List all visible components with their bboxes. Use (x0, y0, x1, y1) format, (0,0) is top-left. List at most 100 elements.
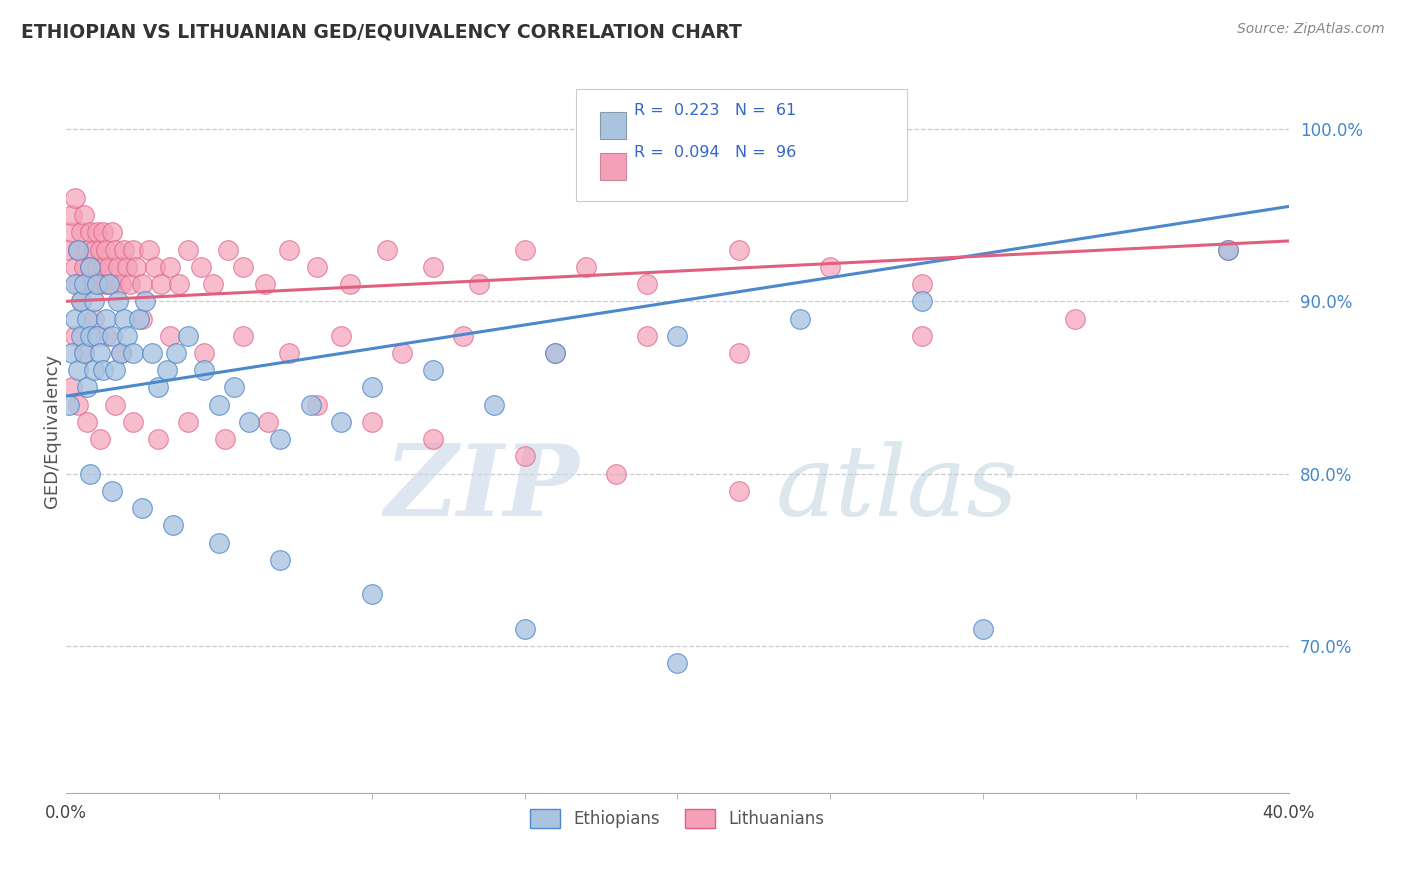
Point (112, 243, 135, 257)
Point (91, 363, 114, 377)
Point (91, 260, 114, 274)
Point (110, 346, 132, 360)
Point (122, 243, 145, 257)
Point (278, 346, 301, 360)
Point (156, 363, 179, 377)
Point (134, 294, 156, 309)
Point (167, 277, 190, 291)
Point (1216, 243, 1239, 257)
Point (727, 243, 749, 257)
Point (666, 328, 689, 343)
Point (375, 243, 398, 257)
Point (73, 277, 96, 291)
Point (115, 260, 138, 274)
Point (513, 450, 536, 464)
Point (256, 415, 278, 429)
Point (131, 311, 153, 326)
Point (177, 415, 200, 429)
Point (305, 260, 328, 274)
Point (89, 243, 111, 257)
Point (278, 243, 301, 257)
Point (67, 398, 90, 412)
Point (1216, 243, 1239, 257)
Point (104, 398, 127, 412)
Point (101, 328, 124, 343)
Point (70, 294, 93, 309)
Text: R =  0.094   N =  96: R = 0.094 N = 96 (634, 145, 796, 160)
Point (115, 328, 138, 343)
Point (149, 277, 172, 291)
Point (422, 432, 444, 446)
Point (73, 208, 96, 222)
Point (177, 328, 200, 343)
Point (238, 415, 260, 429)
Point (193, 346, 215, 360)
Point (131, 277, 153, 291)
Point (513, 243, 536, 257)
Point (911, 277, 934, 291)
Point (201, 277, 224, 291)
Point (73, 260, 96, 274)
Point (107, 294, 129, 309)
Point (789, 311, 811, 326)
Point (67, 277, 90, 291)
Point (330, 328, 353, 343)
Point (391, 346, 413, 360)
Point (605, 467, 627, 481)
Text: atlas: atlas (775, 441, 1018, 536)
Point (911, 328, 934, 343)
Point (70, 225, 93, 239)
Point (60, 208, 83, 222)
Legend: Ethiopians, Lithuanians: Ethiopians, Lithuanians (523, 803, 831, 835)
Point (360, 380, 382, 394)
Point (70, 328, 93, 343)
Point (63, 277, 86, 291)
Point (89, 277, 111, 291)
Point (159, 260, 181, 274)
Point (76, 243, 98, 257)
Point (79, 467, 101, 481)
Point (58, 398, 80, 412)
Point (122, 415, 145, 429)
Point (208, 535, 231, 549)
Point (79, 328, 101, 343)
Point (636, 328, 658, 343)
Point (86, 328, 108, 343)
Point (83, 363, 105, 377)
Point (232, 260, 254, 274)
Point (76, 277, 98, 291)
Point (360, 587, 382, 601)
Point (76, 415, 98, 429)
Point (60, 380, 83, 394)
Point (125, 260, 148, 274)
Point (107, 260, 129, 274)
Point (482, 398, 505, 412)
Point (513, 622, 536, 636)
Y-axis label: GED/Equivalency: GED/Equivalency (44, 353, 60, 508)
Point (60, 225, 83, 239)
Point (727, 346, 749, 360)
Point (138, 243, 160, 257)
Point (104, 363, 127, 377)
Point (453, 328, 475, 343)
Point (165, 346, 187, 360)
Point (63, 328, 86, 343)
Point (70, 294, 93, 309)
Point (101, 483, 124, 498)
Point (208, 398, 231, 412)
Point (190, 260, 212, 274)
Point (58, 243, 80, 257)
Point (972, 622, 994, 636)
Point (131, 501, 153, 516)
Point (73, 346, 96, 360)
Point (217, 243, 239, 257)
Point (76, 311, 98, 326)
Point (86, 225, 108, 239)
Point (666, 657, 689, 671)
Point (94, 311, 117, 326)
Point (299, 398, 322, 412)
Point (214, 432, 236, 446)
Point (232, 328, 254, 343)
Point (83, 277, 105, 291)
Point (79, 260, 101, 274)
